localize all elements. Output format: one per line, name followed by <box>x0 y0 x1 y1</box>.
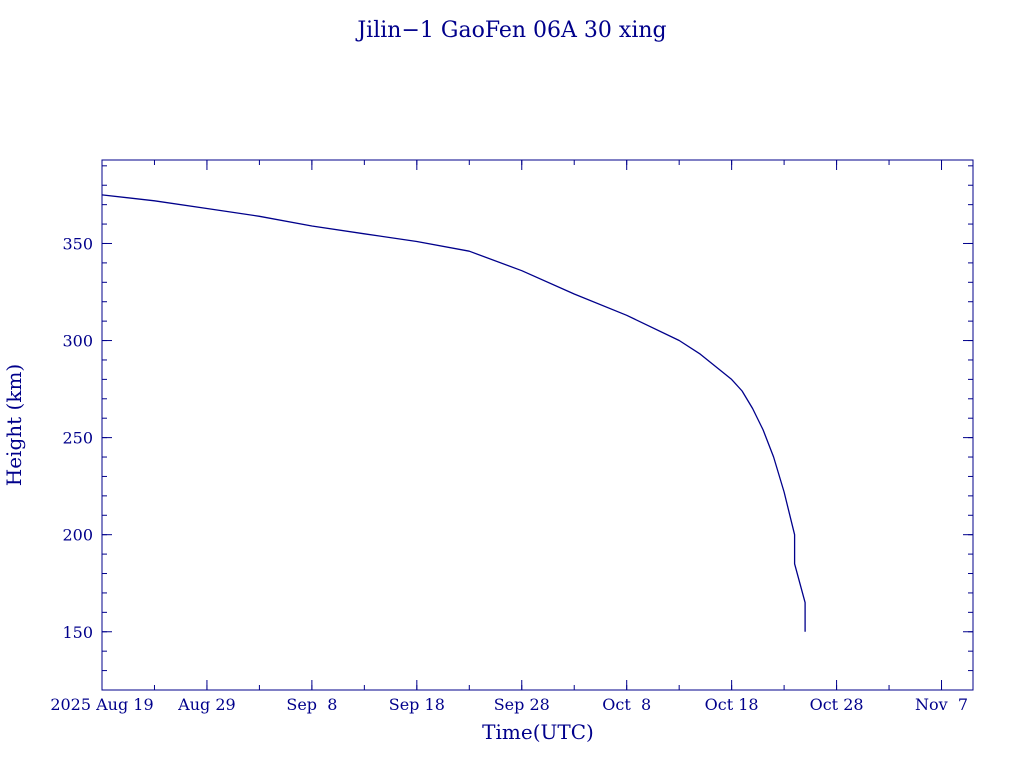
plot-area <box>101 159 974 691</box>
x-tick-label: Oct 8 <box>602 695 651 714</box>
series-group <box>101 194 806 632</box>
y-tick-label: 300 <box>62 332 93 351</box>
x-tick-label: Nov 7 <box>915 695 968 714</box>
y-tick-label: 250 <box>62 429 93 448</box>
x-tick-label: Aug 29 <box>177 695 236 714</box>
x-tick-label: Sep 28 <box>494 695 550 714</box>
x-axis: 2025 Aug 19 Aug 29 Sep 8 Sep 18 Sep 28 Oct 8 O… <box>50 160 968 714</box>
y-axis: 150 200 250 300 350 <box>62 165 973 672</box>
chart-title: Jilin−1 GaoFen 06A 30 xing <box>355 18 666 43</box>
x-tick-label: Oct 28 <box>810 695 864 714</box>
plot-frame <box>101 159 974 691</box>
y-tick-label: 200 <box>62 526 93 545</box>
x-tick-label: 2025 Aug 19 <box>50 695 153 714</box>
y-axis-label: Height (km) <box>2 364 26 486</box>
height-series-line <box>101 194 806 632</box>
x-axis-label: Time(UTC) <box>482 720 594 744</box>
x-tick-label: Sep 18 <box>389 695 445 714</box>
y-tick-label: 350 <box>62 234 93 253</box>
x-tick-label: Oct 18 <box>705 695 759 714</box>
x-tick-label: Sep 8 <box>286 695 337 714</box>
y-tick-label: 150 <box>62 623 93 642</box>
